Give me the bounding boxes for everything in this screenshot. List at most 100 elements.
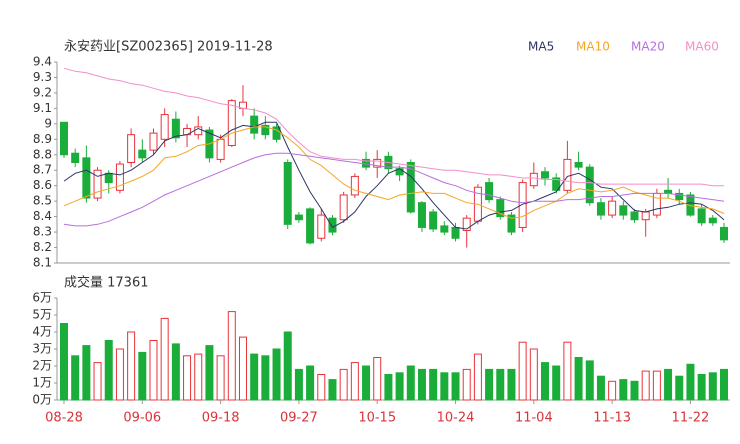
y-tick-label: 8.5: [33, 194, 52, 208]
y-tick-label: 4万: [32, 325, 52, 339]
volume-bar: [350, 362, 359, 401]
candle-body: [373, 158, 382, 168]
y-tick-label: 0万: [32, 393, 52, 407]
candle-body: [82, 157, 91, 199]
volume-bar: [160, 317, 169, 401]
volume-bar: [473, 353, 482, 401]
volume-bar: [608, 380, 617, 401]
volume-bar: [294, 368, 303, 401]
y-tick-label: 1万: [32, 376, 52, 390]
volume-bar: [686, 363, 695, 401]
volume-bar: [697, 374, 706, 401]
volume-bar: [596, 375, 605, 401]
x-tick-label: 10-24: [437, 411, 475, 426]
candle-body: [596, 202, 605, 216]
volume-bar: [529, 348, 538, 401]
y-tick-label: 8.6: [33, 178, 52, 192]
volume-bar: [507, 368, 516, 401]
y-tick-label: 8.1: [33, 256, 52, 270]
volume-bar: [485, 368, 494, 401]
y-tick-label: 8.8: [33, 147, 52, 161]
volume-bar: [541, 362, 550, 401]
volume-bar: [60, 323, 68, 401]
volume-bar: [451, 372, 460, 401]
volume-bar: [563, 341, 572, 401]
candle-body: [171, 118, 180, 139]
volume-bar: [227, 311, 236, 401]
candle-body: [641, 211, 650, 221]
volume-bar: [205, 345, 214, 401]
volume-bar: [138, 351, 147, 401]
volume-bar: [652, 370, 661, 401]
candle-body: [138, 149, 147, 159]
x-tick-label: 11-04: [515, 411, 553, 426]
y-tick-label: 3万: [32, 342, 52, 356]
volume-bar: [664, 368, 673, 401]
legend-label: MA5: [528, 40, 554, 54]
y-tick-label: 8.9: [33, 132, 52, 146]
x-tick-label: 11-22: [672, 411, 710, 426]
x-tick-label: 10-15: [358, 411, 396, 426]
volume-title: 成交量 17361: [64, 275, 149, 291]
candle-body: [697, 208, 706, 224]
candle-body: [60, 121, 68, 156]
legend-label: MA10: [576, 40, 610, 54]
candle-body: [451, 226, 460, 239]
volume-bar: [306, 365, 315, 401]
chart-title: 永安药业[SZ002365] 2019-11-28: [64, 40, 273, 55]
y-tick-label: 8.3: [33, 225, 52, 239]
candle-body: [350, 175, 359, 196]
candle-body: [93, 169, 102, 199]
y-tick-label: 8.2: [33, 240, 52, 254]
volume-bar: [417, 368, 426, 401]
volume-bar: [362, 365, 371, 401]
volume-bar: [552, 365, 561, 401]
candle-body: [574, 162, 583, 168]
candle-body: [261, 124, 270, 136]
ma-line: [63, 152, 725, 227]
candle-body: [541, 171, 550, 179]
candle-body: [160, 114, 169, 140]
x-tick-label: 11-13: [593, 411, 631, 426]
volume-bar: [149, 340, 158, 401]
volume-bar: [708, 372, 717, 401]
volume-bar: [216, 355, 225, 401]
candle-body: [417, 202, 426, 228]
volume-bar: [283, 331, 292, 401]
candle-body: [317, 214, 326, 239]
volume-bar: [171, 343, 180, 401]
volume-bar: [194, 353, 203, 401]
ma-line: [63, 67, 724, 187]
volume-bar: [630, 380, 639, 401]
volume-bar: [395, 372, 404, 401]
ma-line: [63, 121, 725, 230]
y-tick-label: 9: [44, 116, 52, 130]
volume-bar: [518, 341, 527, 401]
y-tick-label: 8.7: [33, 163, 52, 177]
candle-body: [149, 132, 158, 151]
y-tick-label: 5万: [32, 308, 52, 322]
y-tick-label: 9.4: [33, 55, 52, 69]
volume-bar: [71, 355, 80, 401]
volume-bar: [429, 368, 438, 401]
candle-body: [250, 115, 259, 134]
y-tick-label: 2万: [32, 359, 52, 373]
candle-body: [708, 217, 717, 224]
volume-bar: [641, 370, 650, 401]
candle-body: [429, 211, 438, 230]
volume-bar: [115, 348, 124, 401]
candle-body: [619, 205, 628, 216]
volume-bar: [328, 379, 337, 401]
y-tick-label: 6万: [32, 291, 52, 305]
candle-body: [328, 217, 337, 233]
y-tick-label: 9.3: [33, 70, 52, 84]
legend-label: MA60: [685, 40, 719, 54]
y-tick-label: 8.4: [33, 209, 52, 223]
y-tick-label: 9.2: [33, 85, 52, 99]
volume-bar: [574, 357, 583, 401]
candle-body: [339, 194, 348, 221]
y-tick-label: 9.1: [33, 101, 52, 115]
candle-body: [104, 172, 113, 184]
